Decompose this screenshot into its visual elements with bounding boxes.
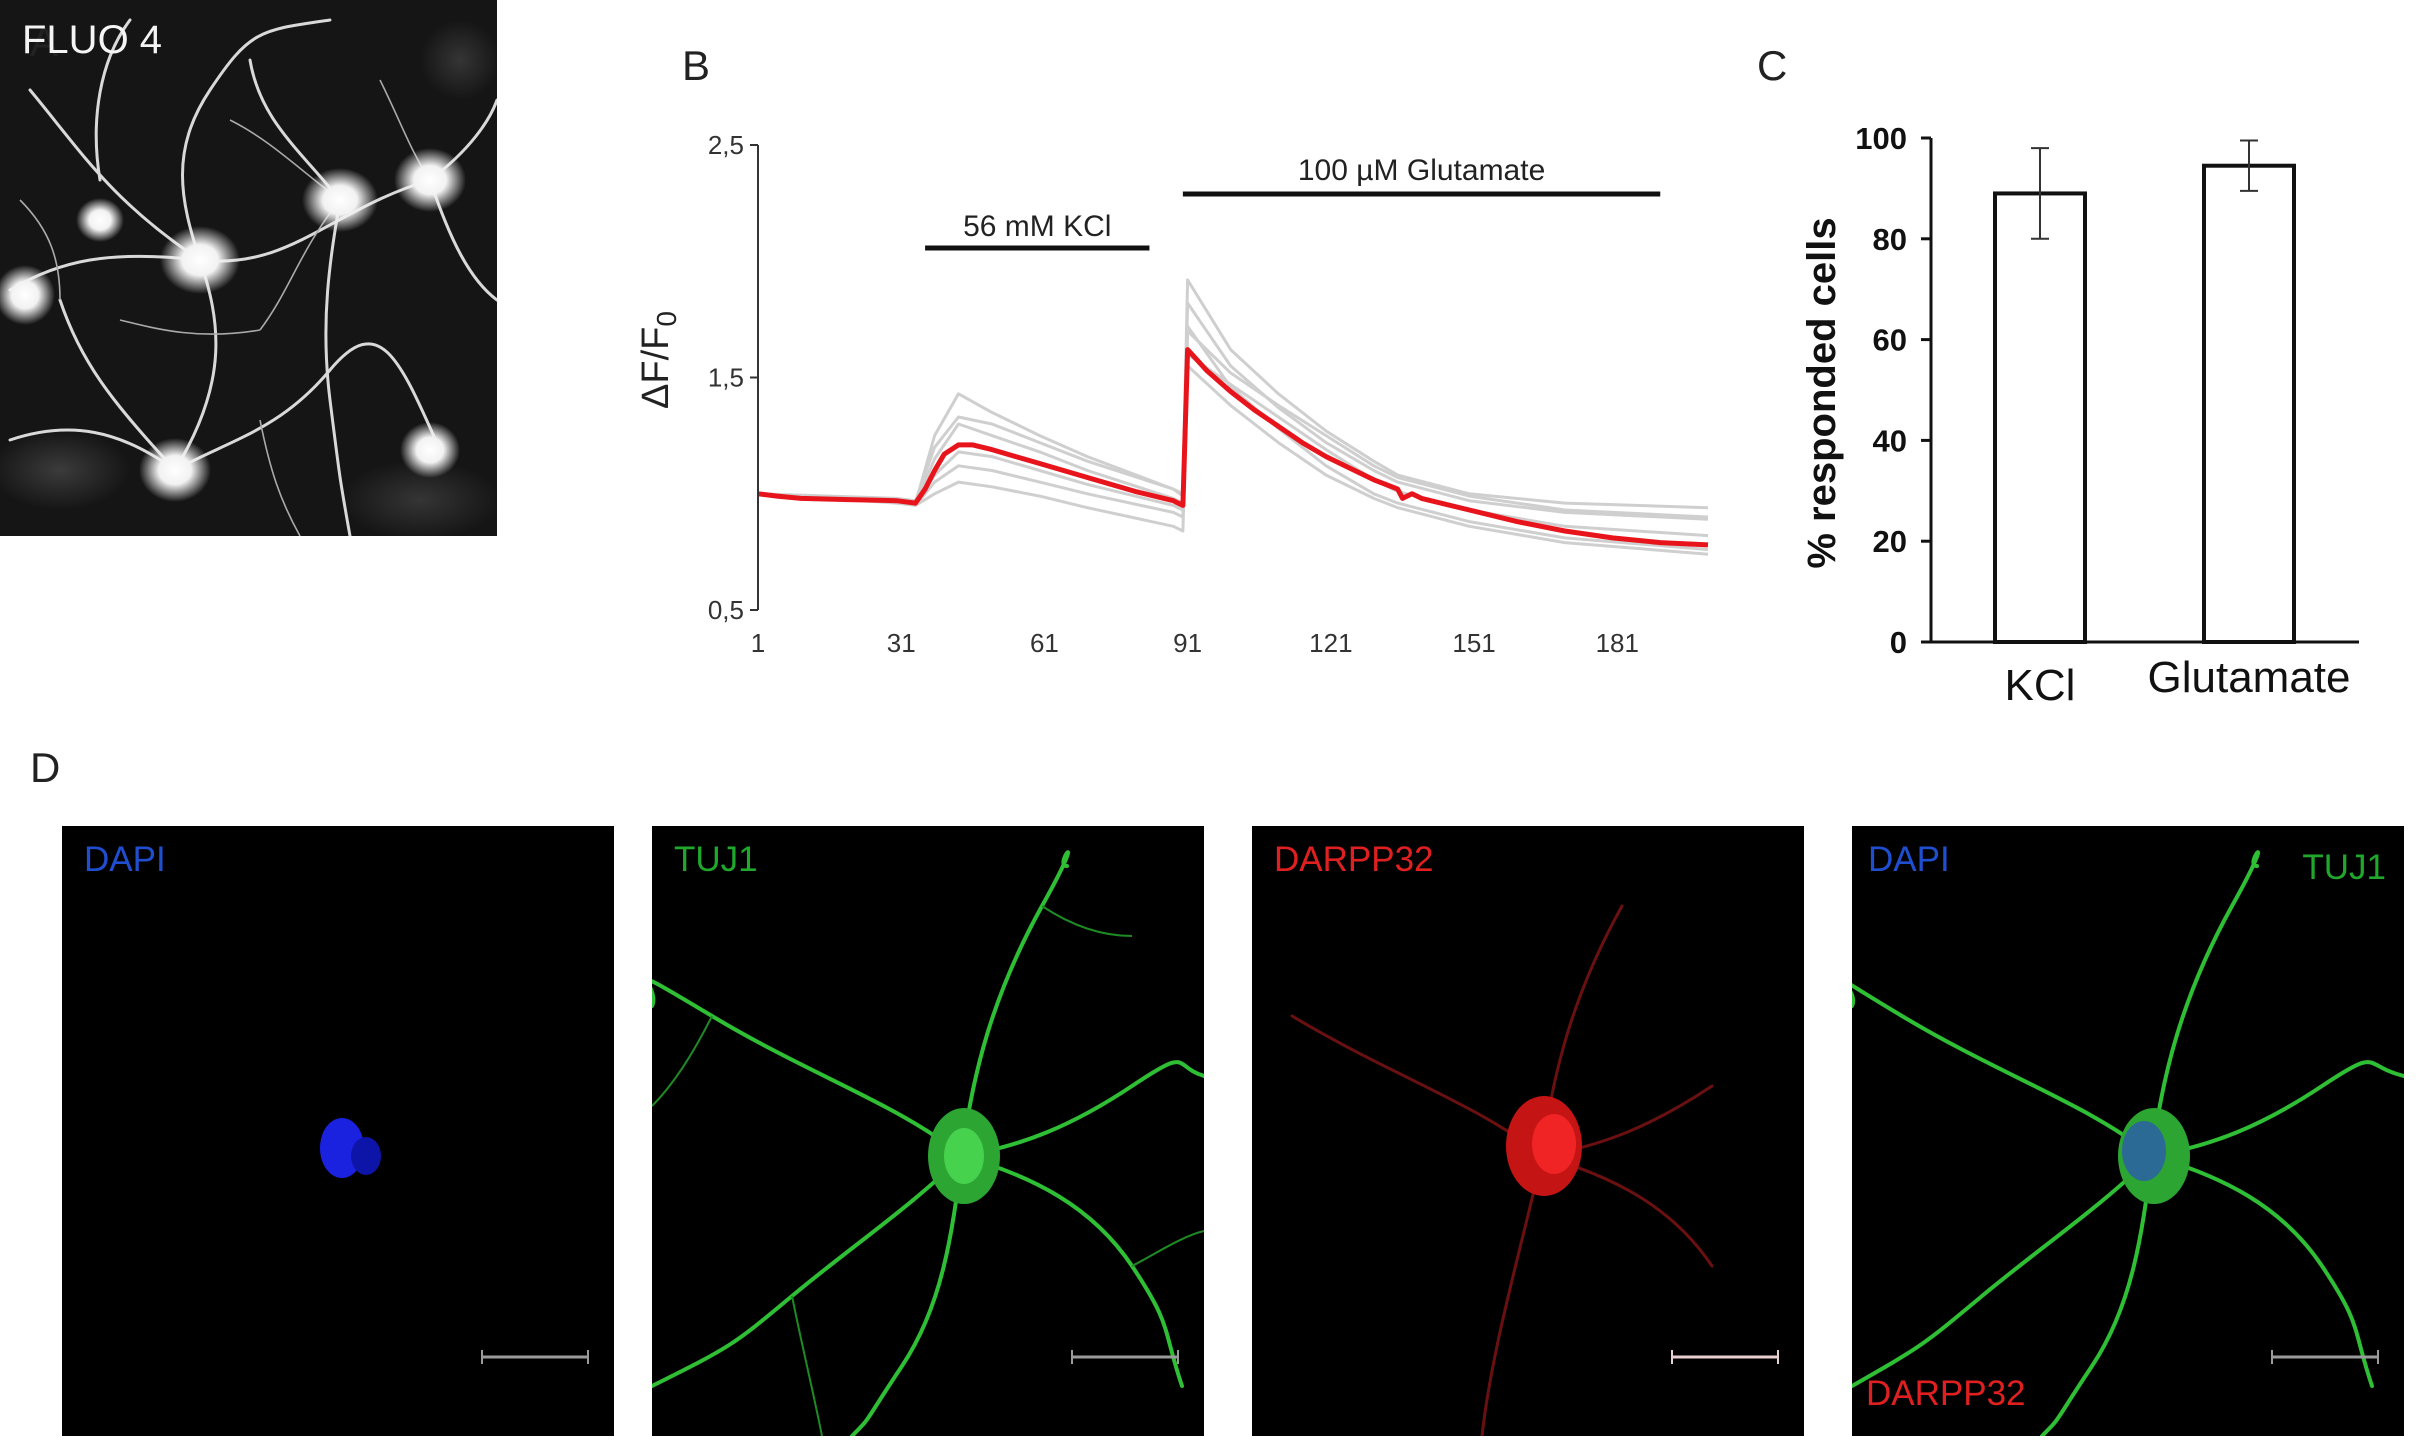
micrograph-merge: DAPI TUJ1 DARPP32 xyxy=(1852,826,2404,1436)
x-tick-label: 181 xyxy=(1596,628,1639,658)
category-label: KCl xyxy=(2005,661,2076,710)
individual-trace-4 xyxy=(757,364,1709,556)
micrograph-dapi: DAPI xyxy=(62,826,614,1436)
y-tick-label: 60 xyxy=(1873,323,1907,358)
scale-bar xyxy=(1671,1350,1779,1364)
panel-d-letter: D xyxy=(30,744,61,791)
bar-glutamate xyxy=(2202,163,2296,644)
x-tick-label: 31 xyxy=(887,628,916,658)
micrograph-darpp32: DARPP32 xyxy=(1252,826,1804,1436)
micrograph-tuj1: TUJ1 xyxy=(652,826,1204,1436)
x-tick-label: 151 xyxy=(1452,628,1495,658)
merge-dapi-label: DAPI xyxy=(1868,840,1950,879)
chart-b-ylabel: ΔF/F0 xyxy=(635,311,682,409)
stimulus-label: 56 mM KCl xyxy=(963,210,1111,243)
x-tick-label: 61 xyxy=(1030,628,1059,658)
panel-a-letter: A xyxy=(30,18,59,65)
tuj1-label: TUJ1 xyxy=(674,840,758,879)
panel-b-letter: B xyxy=(682,42,711,89)
dapi-label: DAPI xyxy=(84,840,166,879)
scale-bar xyxy=(2271,1350,2379,1364)
scale-bar xyxy=(1071,1350,1179,1364)
fluo4-micrograph: FLUO 4 xyxy=(0,0,497,536)
individual-trace-5 xyxy=(757,329,1709,519)
individual-trace-3 xyxy=(757,324,1709,551)
darpp32-image xyxy=(1252,826,1804,1436)
panel-c-letter: C xyxy=(1757,42,1788,89)
mean-trace xyxy=(757,347,1709,548)
x-tick-label: 1 xyxy=(751,628,765,658)
stimulus-label: 100 µM Glutamate xyxy=(1298,154,1545,187)
mean-trace-line xyxy=(757,347,1709,548)
neuron-network-image xyxy=(0,0,497,536)
x-tick-label: 91 xyxy=(1173,628,1202,658)
y-tick-label: 1,5 xyxy=(708,363,744,393)
y-tick-label: 80 xyxy=(1873,222,1907,257)
y-tick-label: 0,5 xyxy=(708,595,744,625)
merge-tuj1-label: TUJ1 xyxy=(2302,848,2386,887)
dapi-image xyxy=(62,826,614,1436)
y-tick-label: 100 xyxy=(1855,121,1907,156)
stimulus-annotations: 56 mM KCl 100 µM Glutamate xyxy=(925,154,1661,251)
calcium-trace-chart: 0,5 1,5 2,5 1 31 61 91 121 151 181 56 mM KCl 100 µ… xyxy=(635,130,1709,658)
y-tick-label: 20 xyxy=(1873,524,1907,559)
scale-bar xyxy=(481,1350,589,1364)
responded-cells-chart: 0 20 40 60 80 100 KCl Glutamate % responded ce… xyxy=(1800,121,2359,710)
x-tick-label: 121 xyxy=(1309,628,1352,658)
chart-c-ylabel: % responded cells xyxy=(1800,217,1844,568)
darpp32-label: DARPP32 xyxy=(1274,840,1434,879)
fluo4-label: FLUO 4 xyxy=(22,18,163,62)
individual-traces xyxy=(757,278,1709,556)
individual-trace-2 xyxy=(757,301,1709,521)
y-tick-label: 40 xyxy=(1873,423,1907,458)
chart-c-bars: KCl Glutamate xyxy=(1993,139,2351,710)
chart-b-axes: 0,5 1,5 2,5 1 31 61 91 121 151 181 xyxy=(708,130,1639,658)
y-tick-label: 2,5 xyxy=(708,130,744,160)
bar-kcl xyxy=(1993,191,2087,644)
y-tick-label: 0 xyxy=(1890,625,1907,660)
individual-trace-6 xyxy=(757,352,1709,538)
merge-darpp32-label: DARPP32 xyxy=(1866,1374,2026,1413)
category-label: Glutamate xyxy=(2148,653,2351,702)
tuj1-image xyxy=(652,826,1204,1436)
merge-image xyxy=(1852,826,2404,1436)
